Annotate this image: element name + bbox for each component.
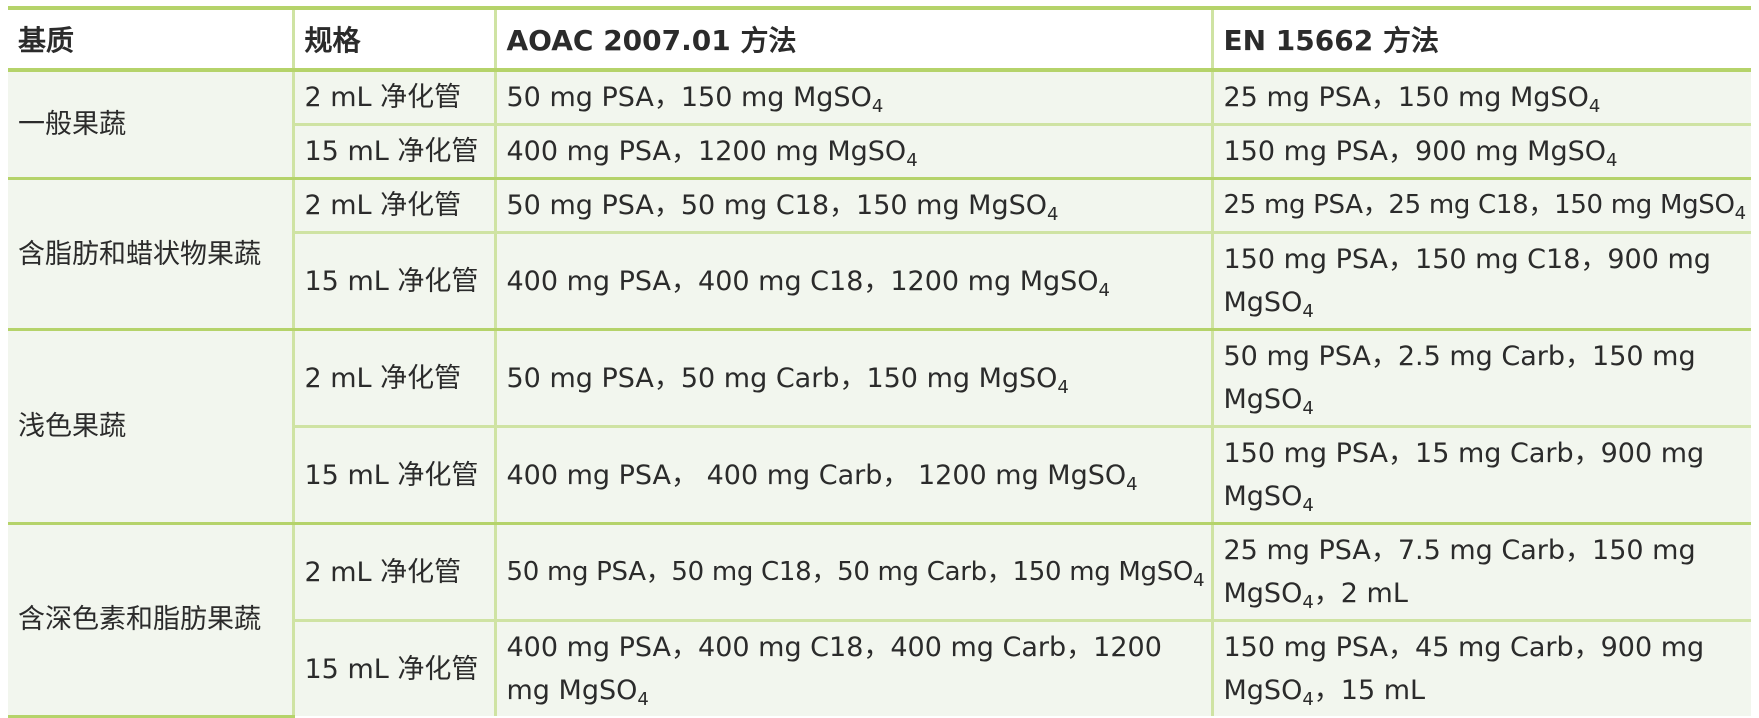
aoac-cell: 50 mg PSA，50 mg C18，50 mg Carb，150 mg Mg… xyxy=(495,523,1214,622)
subscript: 4 xyxy=(1734,203,1746,224)
spec-cell: 2 mL 净化管 xyxy=(293,329,497,428)
cleanup-method-table: 基质 规格 AOAC 2007.01 方法 EN 15662 方法 一般果蔬 2… xyxy=(8,6,1751,718)
table-row: 含深色素和脂肪果蔬 2 mL 净化管 50 mg PSA，50 mg C18，5… xyxy=(8,523,1751,718)
spec-cell: 15 mL 净化管 xyxy=(293,124,497,180)
header-aoac: AOAC 2007.01 方法 xyxy=(495,6,1214,72)
en-cell: 25 mg PSA，150 mg MgSO4 xyxy=(1212,70,1751,126)
aoac-cell: 400 mg PSA，400 mg C18，400 mg Carb，1200 m… xyxy=(495,620,1214,716)
spec-cell: 15 mL 净化管 xyxy=(293,232,497,331)
matrix-cell: 含脂肪和蜡状物果蔬 xyxy=(8,178,295,331)
header-row: 基质 规格 AOAC 2007.01 方法 EN 15662 方法 xyxy=(8,6,1751,72)
en-cell: 150 mg PSA，15 mg Carb，900 mg MgSO4 xyxy=(1212,426,1751,525)
subscript: 4 xyxy=(1606,150,1618,171)
en-suffix: ，2 mL xyxy=(1313,578,1408,609)
aoac-cell: 50 mg PSA，50 mg Carb，150 mg MgSO4 xyxy=(495,329,1214,428)
aoac-cell: 50 mg PSA，150 mg MgSO4 xyxy=(495,70,1214,126)
en-cell: 150 mg PSA，45 mg Carb，900 mg MgSO4，15 mL xyxy=(1212,620,1751,716)
aoac-text: 400 mg PSA，1200 mg MgSO xyxy=(506,136,907,167)
subscript: 4 xyxy=(1302,398,1314,419)
matrix-cell: 一般果蔬 xyxy=(8,70,295,180)
aoac-text: 50 mg PSA，50 mg Carb，150 mg MgSO xyxy=(506,362,1058,394)
spec-cell: 2 mL 净化管 xyxy=(293,523,497,622)
subscript: 4 xyxy=(637,689,649,710)
en-cell: 25 mg PSA，7.5 mg Carb，150 mg MgSO4，2 mL xyxy=(1212,523,1751,622)
matrix-cell: 浅色果蔬 xyxy=(8,329,295,525)
subscript: 4 xyxy=(1588,96,1601,117)
aoac-cell: 400 mg PSA，400 mg C18，1200 mg MgSO4 xyxy=(495,232,1214,331)
table-row: 含脂肪和蜡状物果蔬 2 mL 净化管 50 mg PSA，50 mg C18，1… xyxy=(8,178,1751,331)
subscript: 4 xyxy=(1302,495,1314,516)
aoac-text: 400 mg PSA， 400 mg Carb， 1200 mg MgSO xyxy=(506,459,1127,491)
aoac-cell: 50 mg PSA，50 mg C18，150 mg MgSO4 xyxy=(495,178,1214,234)
aoac-cell: 400 mg PSA， 400 mg Carb， 1200 mg MgSO4 xyxy=(495,426,1214,525)
en-text: 25 mg PSA，150 mg MgSO xyxy=(1223,82,1589,113)
subscript: 4 xyxy=(906,150,918,171)
aoac-text: 50 mg PSA，50 mg C18，150 mg MgSO xyxy=(506,190,1048,221)
spec-cell: 2 mL 净化管 xyxy=(293,70,497,126)
en-text: 150 mg PSA，150 mg C18，900 mg MgSO xyxy=(1223,244,1711,318)
table-row: 一般果蔬 2 mL 净化管 50 mg PSA，150 mg MgSO4 25 … xyxy=(8,70,1751,180)
spec-cell: 2 mL 净化管 xyxy=(293,178,497,234)
matrix-cell: 含深色素和脂肪果蔬 xyxy=(8,523,295,718)
table-row: 15 mL 净化管 400 mg PSA，400 mg C18，400 mg C… xyxy=(8,620,1751,716)
subscript: 4 xyxy=(1047,204,1059,225)
aoac-cell: 400 mg PSA，1200 mg MgSO4 xyxy=(495,124,1214,180)
en-text: 25 mg PSA，7.5 mg Carb，150 mg MgSO xyxy=(1223,535,1696,609)
spec-cell: 15 mL 净化管 xyxy=(293,620,497,716)
subscript: 4 xyxy=(1302,301,1314,322)
header-en: EN 15662 方法 xyxy=(1212,6,1751,72)
aoac-text: 50 mg PSA，150 mg MgSO xyxy=(506,82,872,113)
en-cell: 150 mg PSA，150 mg C18，900 mg MgSO4 xyxy=(1212,232,1751,331)
en-cell: 150 mg PSA，900 mg MgSO4 xyxy=(1212,124,1751,180)
en-text: 25 mg PSA，25 mg C18，150 mg MgSO xyxy=(1223,190,1735,220)
aoac-text: 50 mg PSA，50 mg C18，50 mg Carb，150 mg Mg… xyxy=(506,556,1194,587)
table-row: 15 mL 净化管 400 mg PSA，1200 mg MgSO4 150 m… xyxy=(8,124,1751,180)
en-text: 50 mg PSA，2.5 mg Carb，150 mg MgSO xyxy=(1223,341,1696,415)
table-row: 15 mL 净化管 400 mg PSA， 400 mg Carb， 1200 … xyxy=(8,426,1751,525)
en-suffix: ，15 mL xyxy=(1313,675,1426,706)
en-text: 150 mg PSA，900 mg MgSO xyxy=(1223,136,1607,167)
table-row: 15 mL 净化管 400 mg PSA，400 mg C18，1200 mg … xyxy=(8,232,1751,331)
subscript: 4 xyxy=(1098,279,1110,301)
spec-cell: 15 mL 净化管 xyxy=(293,426,497,525)
subscript: 4 xyxy=(1057,376,1069,398)
subscript: 4 xyxy=(871,96,884,117)
en-cell: 50 mg PSA，2.5 mg Carb，150 mg MgSO4 xyxy=(1212,329,1751,428)
subscript: 4 xyxy=(1193,569,1205,591)
subscript: 4 xyxy=(1302,689,1314,710)
subscript: 4 xyxy=(1302,592,1314,613)
en-cell: 25 mg PSA，25 mg C18，150 mg MgSO4 xyxy=(1212,178,1751,234)
subscript: 4 xyxy=(1126,473,1138,495)
header-matrix: 基质 xyxy=(8,6,295,72)
en-text: 150 mg PSA，15 mg Carb，900 mg MgSO xyxy=(1223,438,1705,512)
table-row: 浅色果蔬 2 mL 净化管 50 mg PSA，50 mg Carb，150 m… xyxy=(8,329,1751,525)
header-spec: 规格 xyxy=(293,6,497,72)
aoac-text: 400 mg PSA，400 mg C18，400 mg Carb，1200 m… xyxy=(506,632,1162,706)
en-text: 150 mg PSA，45 mg Carb，900 mg MgSO xyxy=(1223,632,1705,706)
aoac-text: 400 mg PSA，400 mg C18，1200 mg MgSO xyxy=(506,265,1099,297)
